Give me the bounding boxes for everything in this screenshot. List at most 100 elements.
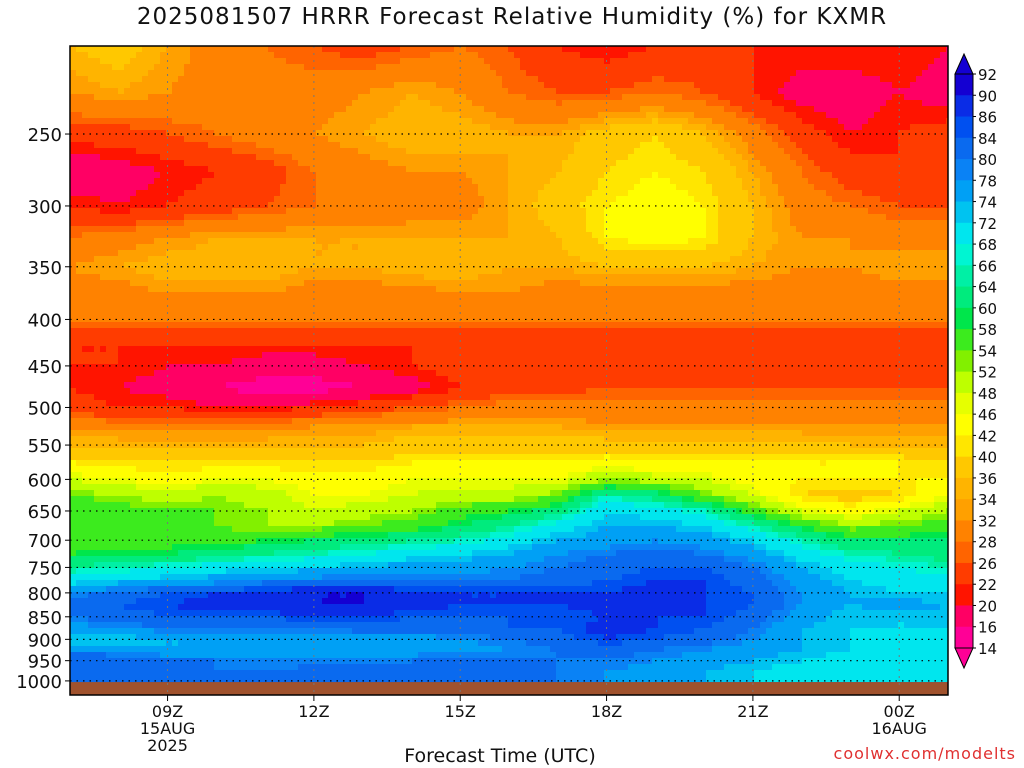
heatmap-cell (304, 154, 311, 161)
heatmap-cell (238, 82, 245, 89)
heatmap-cell (664, 118, 671, 125)
heatmap-cell (82, 112, 89, 119)
heatmap-cell (940, 244, 947, 251)
heatmap-cell (532, 166, 539, 173)
heatmap-cell (892, 64, 899, 71)
heatmap-cell (610, 220, 617, 227)
heatmap-cell (424, 220, 431, 227)
heatmap-cell (856, 130, 863, 137)
heatmap-cell (292, 70, 299, 77)
heatmap-cell (190, 124, 197, 131)
heatmap-cell (592, 106, 599, 113)
heatmap-cell (634, 64, 641, 71)
heatmap-cell (298, 124, 305, 131)
heatmap-cell (946, 160, 948, 167)
heatmap-cell (868, 76, 875, 83)
heatmap-cell (334, 190, 341, 197)
heatmap-cell (250, 124, 257, 131)
heatmap-cell (322, 154, 329, 161)
heatmap-cell (106, 208, 113, 215)
heatmap-cell (214, 82, 221, 89)
heatmap-cell (760, 148, 767, 155)
heatmap-cell (466, 244, 473, 251)
heatmap-cell (838, 178, 845, 185)
heatmap-cell (928, 142, 935, 149)
heatmap-cell (160, 136, 167, 143)
heatmap-cell (598, 238, 605, 245)
heatmap-cell (508, 64, 515, 71)
heatmap-cell (136, 178, 143, 185)
heatmap-cell (406, 160, 413, 167)
heatmap-cell (886, 112, 893, 119)
heatmap-cell (136, 214, 143, 221)
heatmap-cell (790, 166, 797, 173)
heatmap-cell (766, 100, 773, 107)
heatmap-cell (232, 130, 239, 137)
heatmap-cell (904, 100, 911, 107)
heatmap-cell (910, 172, 917, 179)
heatmap-cell (388, 220, 395, 227)
heatmap-cell (712, 76, 719, 83)
heatmap-cell (112, 202, 119, 209)
heatmap-cell (220, 142, 227, 149)
heatmap-cell (706, 46, 713, 53)
heatmap-cell (520, 214, 527, 221)
heatmap-cell (214, 130, 221, 137)
heatmap-cell (382, 184, 389, 191)
heatmap-cell (262, 232, 269, 239)
heatmap-cell (892, 196, 899, 203)
heatmap-cell (640, 142, 647, 149)
heatmap-cell (820, 130, 827, 137)
heatmap-cell (88, 232, 95, 239)
heatmap-cell (730, 64, 737, 71)
heatmap-cell (676, 46, 683, 53)
heatmap-cell (466, 196, 473, 203)
heatmap-cell (436, 46, 443, 53)
heatmap-cell (934, 112, 941, 119)
heatmap-cell (700, 184, 707, 191)
heatmap-cell (808, 178, 815, 185)
heatmap-cell (292, 94, 299, 101)
heatmap-cell (496, 190, 503, 197)
heatmap-cell (400, 112, 407, 119)
heatmap-cell (364, 238, 371, 245)
heatmap-cell (562, 46, 569, 53)
heatmap-cell (898, 118, 905, 125)
heatmap-cell (628, 154, 635, 161)
heatmap-cell (556, 94, 563, 101)
heatmap-cell (202, 190, 209, 197)
heatmap-cell (340, 172, 347, 179)
heatmap-cell (250, 70, 257, 77)
heatmap-cell (214, 244, 221, 251)
heatmap-cell (904, 88, 911, 95)
heatmap-cell (622, 70, 629, 77)
heatmap-cell (610, 232, 617, 239)
heatmap-cell (844, 112, 851, 119)
heatmap-cell (718, 58, 725, 65)
heatmap-cell (358, 118, 365, 125)
heatmap-cell (544, 214, 551, 221)
heatmap-cell (616, 226, 623, 233)
heatmap-cell (280, 94, 287, 101)
heatmap-cell (766, 70, 773, 77)
heatmap-cell (754, 226, 761, 233)
heatmap-cell (772, 220, 779, 227)
heatmap-cell (418, 142, 425, 149)
heatmap-cell (550, 214, 557, 221)
heatmap-cell (694, 196, 701, 203)
heatmap-cell (886, 208, 893, 215)
heatmap-cell (508, 154, 515, 161)
heatmap-cell (742, 64, 749, 71)
heatmap-cell (664, 184, 671, 191)
heatmap-cell (520, 244, 527, 251)
heatmap-cell (562, 124, 569, 131)
heatmap-cell (70, 124, 77, 131)
heatmap-cell (106, 82, 113, 89)
heatmap-cell (340, 196, 347, 203)
heatmap-cell (484, 178, 491, 185)
heatmap-cell (178, 52, 185, 59)
heatmap-cell (568, 106, 575, 113)
heatmap-cell (610, 94, 617, 101)
heatmap-cell (88, 64, 95, 71)
heatmap-cell (730, 232, 737, 239)
